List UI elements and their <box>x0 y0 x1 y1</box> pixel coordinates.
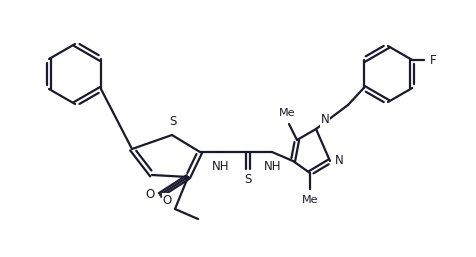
Text: F: F <box>429 53 436 67</box>
Text: S: S <box>244 173 251 186</box>
Text: Me: Me <box>278 108 295 118</box>
Text: Me: Me <box>301 195 317 205</box>
Text: O: O <box>146 188 155 201</box>
Text: NH: NH <box>212 160 229 173</box>
Text: O: O <box>162 194 172 207</box>
Text: N: N <box>320 113 329 126</box>
Text: NH: NH <box>264 160 281 173</box>
Text: S: S <box>169 115 176 128</box>
Text: N: N <box>334 154 343 168</box>
